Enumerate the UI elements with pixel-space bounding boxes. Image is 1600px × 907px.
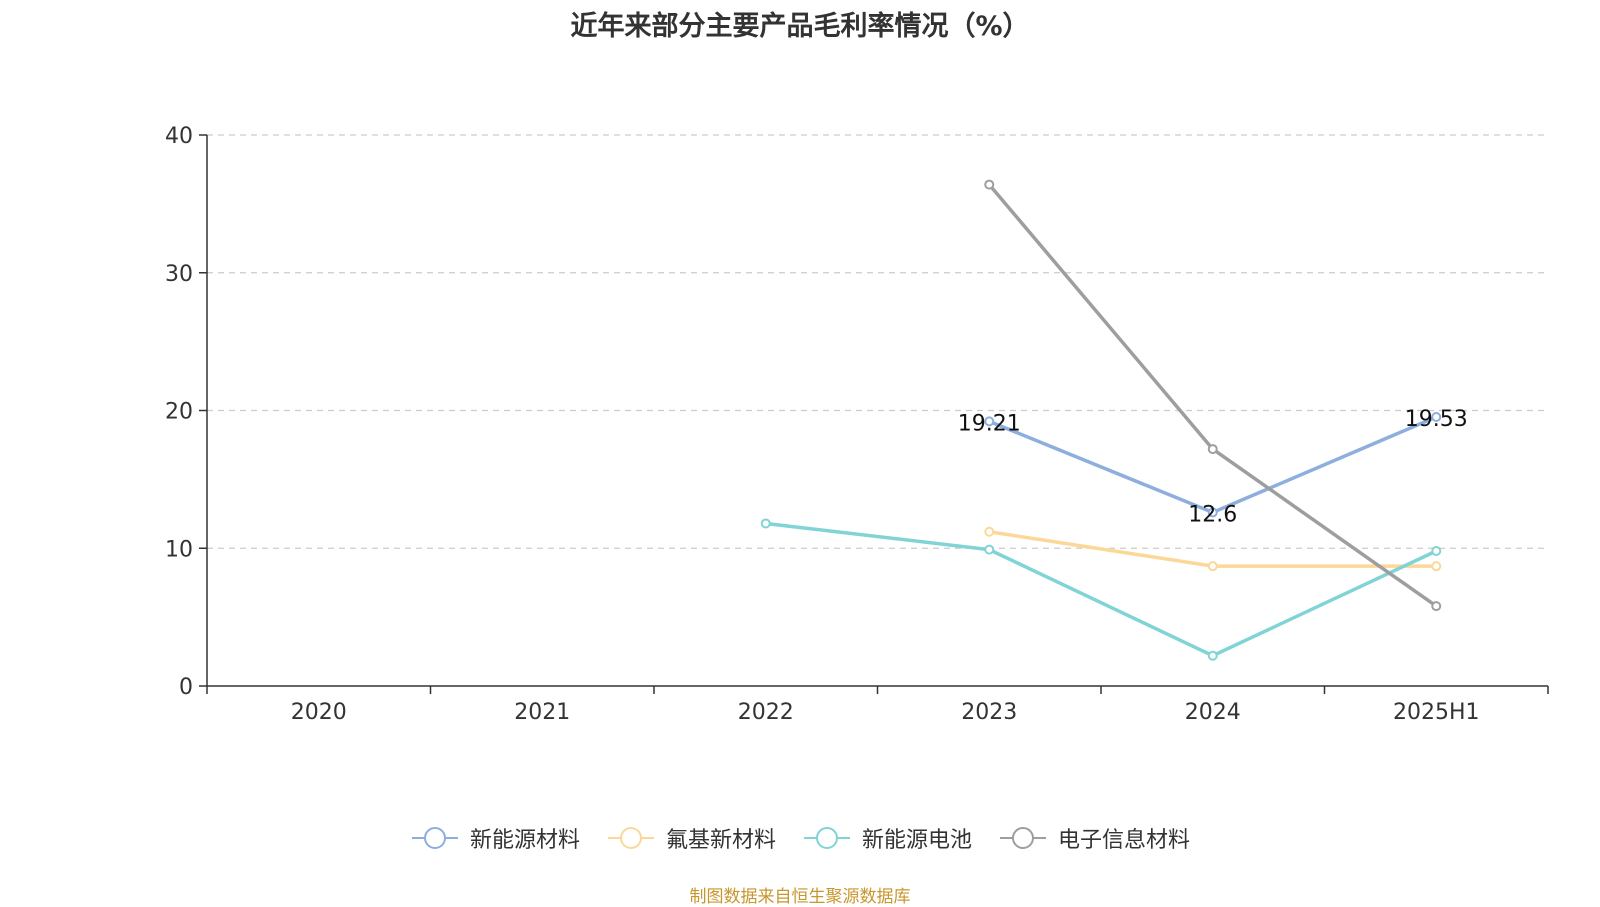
x-tick-label: 2020 — [291, 700, 347, 725]
data-label: 12.6 — [1188, 502, 1237, 527]
y-tick-label: 30 — [165, 262, 193, 287]
legend-label: 电子信息材料 — [1058, 828, 1191, 853]
data-point — [1207, 507, 1218, 518]
x-tick-label: 2025H1 — [1393, 700, 1480, 725]
data-point — [760, 518, 771, 529]
legend-label: 新能源电池 — [862, 828, 973, 853]
data-point — [1431, 601, 1442, 612]
legend-item[interactable]: 氟基新材料 — [606, 822, 776, 854]
source-note: 制图数据来自恒生聚源数据库 — [689, 887, 911, 907]
data-point — [984, 526, 995, 537]
data-point — [1431, 561, 1442, 572]
chart-title: 近年来部分主要产品毛利率情况（%） — [570, 11, 1030, 42]
data-point — [1207, 444, 1218, 455]
legend: 新能源材料 氟基新材料 新能源电池 电子信息材料 — [0, 822, 1600, 854]
x-tick-label: 2024 — [1185, 700, 1241, 725]
legend-item[interactable]: 新能源材料 — [410, 822, 580, 854]
legend-marker-icon — [1000, 827, 1047, 849]
y-tick-label: 20 — [165, 400, 193, 425]
axes: 0 10 20 30 40 2020 2021 2022 2023 2024 2025H1 — [165, 124, 1549, 725]
legend-label: 新能源材料 — [469, 828, 580, 853]
data-point — [984, 416, 995, 427]
legend-label: 氟基新材料 — [665, 828, 776, 853]
data-label: 19.21 — [958, 411, 1021, 436]
data-point — [1207, 561, 1218, 572]
legend-item[interactable]: 新能源电池 — [802, 822, 972, 854]
legend-marker-icon — [411, 827, 458, 849]
x-tick-label: 2023 — [961, 700, 1017, 725]
data-point — [1431, 411, 1442, 422]
data-point — [984, 179, 995, 190]
data-point — [1431, 546, 1442, 557]
data-point — [1207, 650, 1218, 661]
y-tick-label: 0 — [179, 675, 193, 700]
data-labels: 19.21 12.6 19.53 — [958, 407, 1468, 527]
legend-marker-icon — [804, 827, 850, 849]
y-tick-label: 40 — [165, 124, 193, 149]
x-tick-label: 2022 — [738, 700, 794, 725]
data-label: 19.53 — [1405, 407, 1468, 432]
series-lines — [760, 179, 1442, 661]
series-line-2 — [765, 521, 1437, 658]
legend-item[interactable]: 电子信息材料 — [998, 822, 1190, 854]
grid-lines — [207, 134, 1548, 549]
x-tick-label: 2021 — [514, 700, 570, 725]
data-point — [984, 544, 995, 555]
legend-marker-icon — [607, 827, 654, 849]
y-tick-label: 10 — [165, 537, 193, 562]
series-line-0 — [988, 415, 1437, 515]
